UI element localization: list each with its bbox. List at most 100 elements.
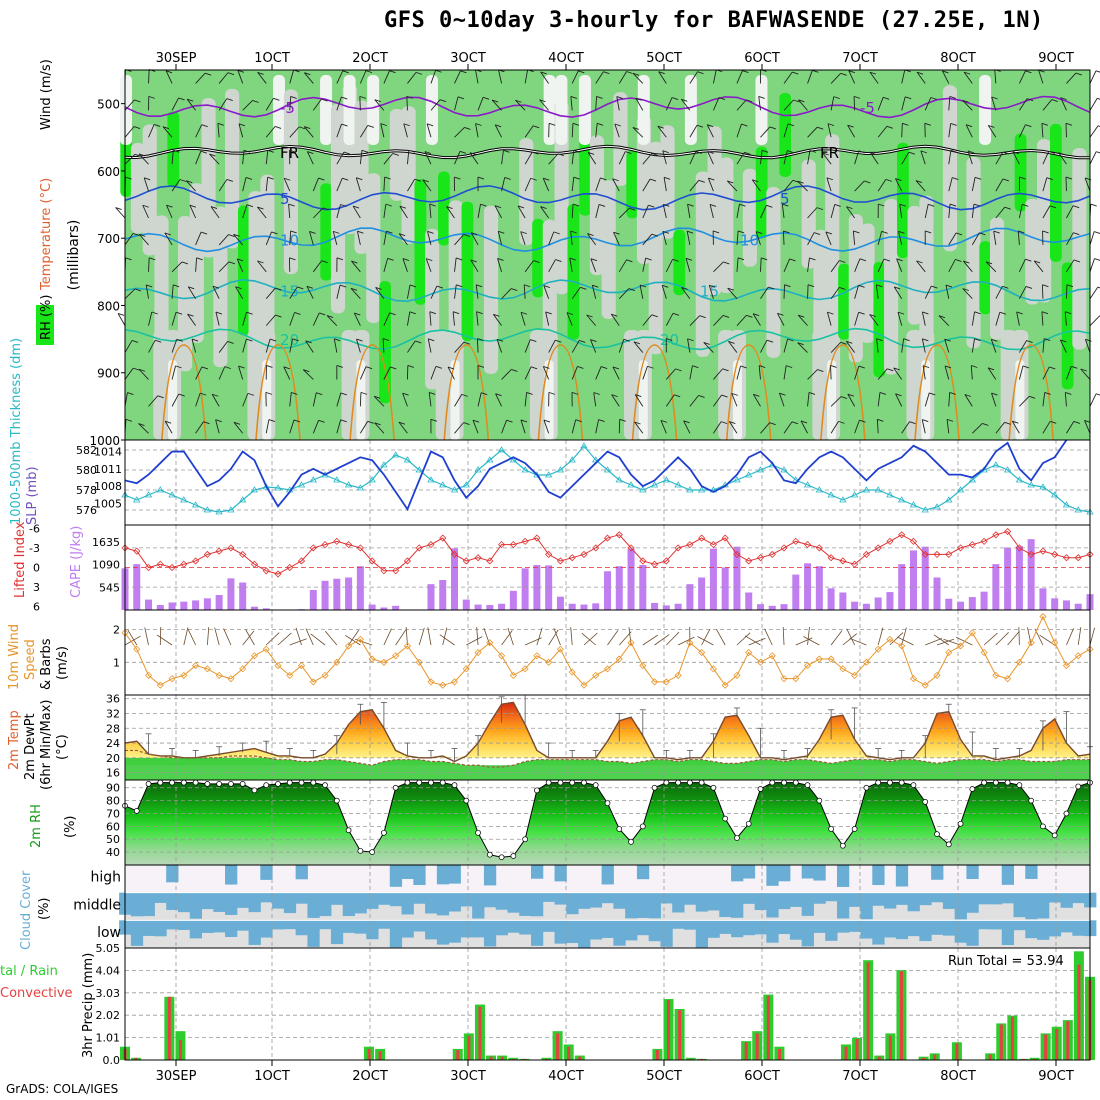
contour-25 bbox=[161, 344, 207, 441]
cloud-cell bbox=[225, 920, 238, 937]
rh-marker bbox=[734, 835, 740, 841]
wind-barb bbox=[610, 313, 620, 326]
cloud-cell bbox=[177, 892, 191, 913]
cape-bar bbox=[1039, 588, 1047, 610]
precip-convective-bar bbox=[755, 1033, 759, 1060]
wind-barb bbox=[760, 150, 763, 165]
wind-barb bbox=[853, 96, 856, 111]
wind-barb-flag bbox=[766, 204, 773, 208]
rh-marker bbox=[522, 836, 528, 843]
rh-marker bbox=[1028, 797, 1035, 804]
wind-barb bbox=[830, 204, 836, 219]
lifted-index-marker bbox=[321, 541, 329, 549]
cloud-cell bbox=[636, 865, 650, 880]
wind-barb bbox=[854, 419, 860, 434]
wind-barb-flag bbox=[721, 421, 728, 425]
wind-barb bbox=[148, 69, 150, 84]
wind-barb bbox=[994, 69, 997, 84]
cloud-cell bbox=[272, 920, 285, 930]
wind-barb-flag bbox=[333, 230, 340, 234]
wind-barb-10m bbox=[553, 628, 561, 646]
wind-barb bbox=[515, 99, 526, 111]
wind-barb-flag bbox=[367, 420, 374, 424]
x-tick-label-bottom: 5OCT bbox=[646, 1069, 682, 1084]
wind-barb-flag bbox=[625, 151, 632, 154]
wind-barb-flag bbox=[271, 231, 278, 235]
wind-barb bbox=[171, 97, 179, 111]
cape-bar bbox=[627, 548, 635, 610]
thickness-marker bbox=[1027, 481, 1035, 488]
wind-barb-flag bbox=[498, 230, 505, 234]
wind-barb-flag bbox=[692, 365, 699, 369]
wind-barb-flag bbox=[572, 203, 580, 207]
wind-barb-flag bbox=[196, 257, 203, 261]
wind-barb bbox=[830, 72, 842, 84]
wind-barb-flag bbox=[897, 311, 905, 315]
wind-barb bbox=[427, 231, 432, 246]
cloud-cell bbox=[766, 865, 779, 886]
wind-barb-flag bbox=[1025, 285, 1033, 289]
wind-barb bbox=[336, 178, 343, 192]
wind-barb-flag bbox=[429, 203, 436, 207]
label-convective: Convective bbox=[0, 986, 73, 1001]
cloud-cell bbox=[801, 865, 814, 879]
wind-barb bbox=[614, 123, 620, 138]
wind-barb-flag bbox=[949, 391, 956, 395]
cape-bar bbox=[804, 563, 812, 610]
wind-barb-flag bbox=[614, 123, 621, 127]
wind-barb-10m bbox=[677, 636, 695, 646]
lifted-index-marker bbox=[509, 541, 517, 549]
precip-convective-bar bbox=[866, 962, 870, 1060]
lifted-index-marker bbox=[368, 557, 376, 565]
lifted-index-marker bbox=[168, 563, 176, 572]
wind-barb bbox=[995, 206, 1006, 219]
wind-barb bbox=[472, 420, 479, 434]
wind-barb-10m bbox=[803, 636, 820, 646]
wind-barb-flag bbox=[600, 366, 608, 369]
wind-barb bbox=[807, 70, 813, 84]
cloud-cell bbox=[613, 920, 626, 946]
wind-barb bbox=[612, 178, 620, 192]
wind-barb-flag bbox=[662, 284, 669, 288]
wind-barb bbox=[312, 420, 319, 434]
thickness-marker bbox=[391, 451, 400, 458]
wind-barb-flag bbox=[290, 95, 297, 99]
x-tick-label-bottom: 8OCT bbox=[940, 1069, 976, 1084]
rh-patch bbox=[438, 171, 450, 246]
lifted-index-marker bbox=[333, 537, 341, 545]
wind-barb bbox=[728, 421, 738, 434]
wind-barb-10m bbox=[744, 635, 761, 646]
thickness-marker bbox=[921, 506, 929, 513]
thickness-marker bbox=[674, 481, 682, 488]
wind-barb-flag bbox=[834, 204, 841, 207]
wind-barb bbox=[822, 152, 832, 165]
wind-barb-flag bbox=[698, 394, 705, 398]
cloud-cell bbox=[907, 892, 920, 912]
wind-barb-10m bbox=[697, 636, 714, 646]
wind-speed-marker bbox=[921, 681, 929, 689]
wind-barb-flag bbox=[649, 178, 657, 182]
lifted-index-marker bbox=[1051, 550, 1059, 558]
wind-barb-flag bbox=[761, 257, 768, 261]
wind-barb bbox=[429, 311, 432, 326]
rh-marker bbox=[333, 797, 340, 804]
wind-barb-flag bbox=[687, 230, 694, 234]
wind-barb-flag bbox=[407, 365, 414, 368]
wind-barb-flag bbox=[334, 338, 341, 342]
thickness-marker bbox=[250, 486, 259, 493]
wind-barb-flag bbox=[475, 123, 482, 126]
wind-barb-flag bbox=[292, 338, 299, 342]
wind-barb bbox=[383, 258, 389, 272]
wind-speed-marker bbox=[662, 678, 670, 686]
lifted-index-marker bbox=[498, 541, 506, 549]
wind-barb-flag bbox=[737, 257, 745, 261]
y-tick-label: 20 bbox=[106, 752, 120, 765]
wind-barb bbox=[524, 125, 534, 138]
wind-barb-flag bbox=[414, 178, 421, 182]
wind-barb bbox=[336, 285, 341, 299]
wind-barb-flag bbox=[578, 70, 585, 74]
cape-bar bbox=[921, 546, 929, 610]
wind-barb-flag bbox=[1097, 125, 1100, 127]
rh-patch bbox=[684, 75, 697, 145]
